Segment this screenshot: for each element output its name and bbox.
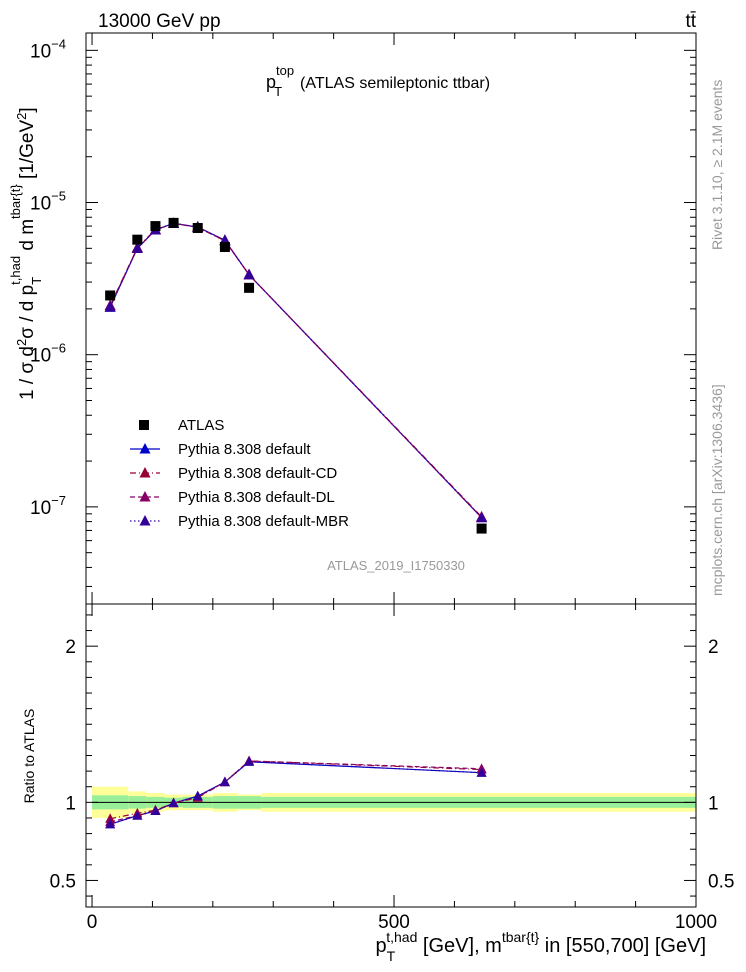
data-point — [168, 217, 179, 228]
x-tick-label: 0 — [87, 912, 98, 933]
ratio-y-tick-labels: 0.5 0.5 1 1 2 2 — [50, 637, 735, 892]
data-point — [219, 242, 230, 253]
data-point — [132, 234, 143, 245]
ratio-series-marker — [132, 810, 143, 820]
plot-title: ptop T (ATLAS semileptonic ttbar) — [266, 63, 490, 99]
legend-marker-triangle — [139, 467, 151, 478]
legend-marker-square — [139, 420, 149, 430]
main-y-tick-label: 10−7 — [30, 493, 66, 519]
x-tick-labels: 0 500 1000 — [87, 912, 717, 933]
ratio-series-marker — [150, 805, 161, 815]
data-point — [105, 290, 116, 301]
ratio-series-marker — [168, 797, 179, 808]
data-point — [192, 223, 203, 234]
ratio-y-tick-label-right: 2 — [708, 637, 719, 658]
main-axis-ticks — [86, 33, 697, 604]
ratio-series-marker — [105, 818, 116, 829]
main-series-marker — [476, 511, 488, 523]
rivet-version-label: Rivet 3.1.10, ≥ 2.1M events — [709, 80, 725, 250]
main-panel: 10−4 10−5 10−6 10−7 ptop T (ATLAS semileptoni… — [8, 32, 697, 605]
ratio-series-marker — [476, 767, 487, 777]
mcplots-label: mcplots.cern.ch [arXiv:1306.3436] — [709, 384, 725, 596]
ratio-series-marker — [219, 776, 230, 787]
header-energy-label: 13000 GeV pp — [98, 11, 221, 32]
legend-label: Pythia 8.308 default — [178, 441, 311, 458]
ratio-y-tick-label-left: 1 — [65, 793, 76, 814]
legend-label: ATLAS — [178, 417, 224, 434]
legend: ATLAS Pythia 8.308 default Pythia 8.308 de… — [130, 417, 349, 530]
legend-marker-triangle — [139, 491, 151, 502]
analysis-watermark: ATLAS_2019_I1750330 — [327, 558, 465, 573]
legend-marker-triangle — [139, 443, 151, 454]
legend-label: Pythia 8.308 default-DL — [178, 489, 335, 506]
ratio-series-marker — [244, 756, 255, 766]
x-axis-title: pTt,had [GeV], mtbar{t} in [550,700] [Ge… — [376, 929, 706, 964]
main-y-tick-label: 10−5 — [30, 189, 66, 215]
ratio-y-tick-label-right: 1 — [708, 793, 719, 814]
main-y-axis-title: 1 / σ d2σ / d pTt,had d mtbar{t} [1/GeV2… — [8, 107, 44, 400]
plot-title-main: p — [266, 72, 276, 92]
ratio-y-tick-label-left: 0.5 — [50, 871, 76, 892]
plot-title-rest: (ATLAS semileptonic ttbar) — [300, 75, 490, 92]
ratio-y-axis-title: Ratio to ATLAS — [21, 709, 37, 804]
plot-title-sup: top — [276, 63, 294, 78]
legend-marker-triangle — [139, 515, 151, 526]
main-series-line — [109, 222, 483, 519]
data-point — [150, 221, 161, 232]
data-point — [476, 523, 487, 534]
ratio-uncertainty-bands — [92, 786, 696, 818]
main-series-marker — [104, 301, 116, 312]
main-series-marker — [131, 242, 143, 253]
main-y-tick-label: 10−6 — [30, 341, 66, 367]
main-series-layer — [104, 217, 488, 534]
x-tick-label: 500 — [378, 912, 410, 933]
plot-title-sub: T — [274, 84, 282, 99]
ratio-series-marker — [192, 790, 203, 801]
ratio-panel: 0.5 0.5 1 1 2 2 0 500 1000 Ratio to ATLAS pTt,h… — [21, 603, 735, 964]
ratio-frame — [85, 603, 697, 908]
ratio-series-layer — [105, 755, 487, 829]
ratio-y-tick-label-right: 0.5 — [708, 871, 734, 892]
x-tick-label: 1000 — [675, 912, 717, 933]
legend-label: Pythia 8.308 default-MBR — [178, 513, 349, 530]
main-y-tick-labels: 10−4 10−5 10−6 10−7 — [30, 36, 66, 519]
data-point — [244, 282, 255, 293]
legend-label: Pythia 8.308 default-CD — [178, 465, 337, 482]
ratio-axis-ticks — [86, 604, 697, 907]
ratio-y-tick-label-left: 2 — [65, 637, 76, 658]
main-y-tick-label: 10−4 — [30, 36, 66, 62]
main-series-marker — [243, 268, 255, 280]
header-process-label: tt̄ — [685, 11, 696, 32]
